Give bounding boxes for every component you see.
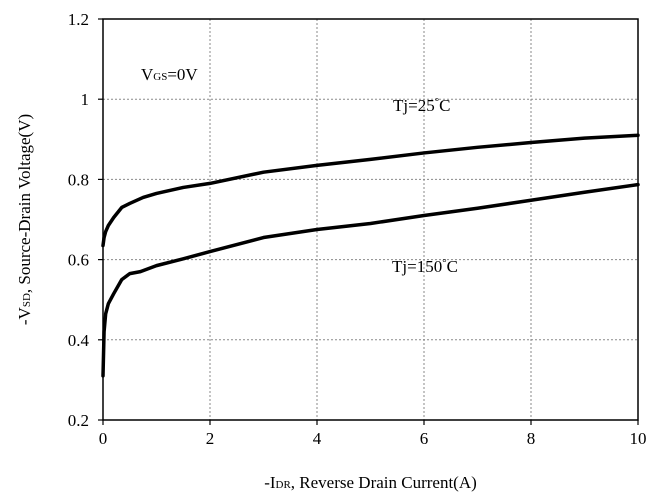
y-tick-label: 1 (81, 90, 90, 109)
ticks: 0 2 4 6 8 10 0.2 0.4 0.6 0.8 1 1.2 (68, 10, 647, 448)
annotation-vgs: VGS=0V (141, 65, 198, 84)
y-tick-label: 0.8 (68, 170, 89, 189)
x-tick-label: 6 (420, 429, 429, 448)
annotation-tj-150: Tj=150°C (392, 257, 458, 276)
y-tick-label: 0.4 (68, 331, 90, 350)
x-tick-label: 10 (630, 429, 647, 448)
y-tick-label: 1.2 (68, 10, 89, 29)
series-line-1 (101, 182, 640, 378)
x-tick-label: 0 (99, 429, 108, 448)
x-axis-label: -IDR, Reverse Drain Current(A) (264, 473, 477, 492)
series-lines (101, 133, 640, 378)
x-tick-label: 2 (206, 429, 215, 448)
y-axis-label: -VSD, Source-Drain Voltage(V) (15, 114, 34, 325)
series-line-0 (101, 133, 640, 248)
annotation-tj-25: Tj=25°C (393, 96, 450, 115)
y-tick-label: 0.2 (68, 411, 89, 430)
grid (103, 19, 638, 420)
plot-frame (102, 18, 639, 421)
x-tick-label: 8 (527, 429, 536, 448)
x-tick-label: 4 (313, 429, 322, 448)
y-tick-label: 0.6 (68, 251, 89, 270)
